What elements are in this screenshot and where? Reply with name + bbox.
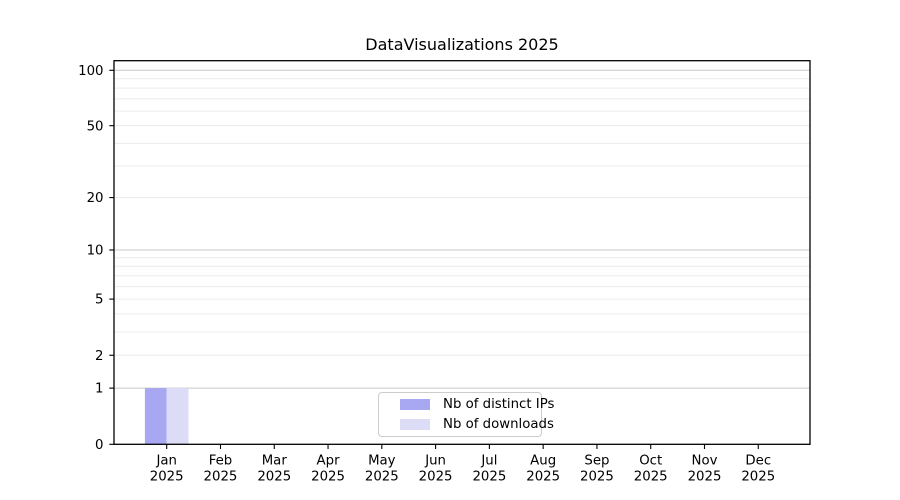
- x-tick-label-month: Apr: [317, 454, 341, 469]
- y-tick-label: 1: [95, 382, 103, 397]
- x-tick-label-month: Feb: [209, 454, 233, 469]
- x-tick-label-year: 2025: [526, 470, 560, 485]
- x-tick-label-year: 2025: [419, 470, 453, 485]
- x-tick-label-year: 2025: [257, 470, 291, 485]
- y-tick-label: 100: [78, 64, 103, 79]
- y-tick-label: 5: [95, 293, 103, 308]
- x-tick-label-year: 2025: [580, 470, 614, 485]
- legend-item-downloads: Nb of downloads: [400, 415, 554, 435]
- x-tick-label-year: 2025: [634, 470, 668, 485]
- y-tick-label: 2: [95, 349, 103, 364]
- x-tick-label-month: Dec: [745, 454, 771, 469]
- x-tick-label-year: 2025: [204, 470, 238, 485]
- legend-label-distinct-ips: Nb of distinct IPs: [443, 397, 555, 413]
- x-tick-label-year: 2025: [741, 470, 775, 485]
- x-tick-label-year: 2025: [150, 470, 184, 485]
- x-tick-label-month: May: [368, 454, 396, 469]
- legend-item-distinct-ips: Nb of distinct IPs: [400, 395, 554, 415]
- axes-frame: [113, 60, 811, 445]
- legend-swatch-downloads: [400, 418, 430, 430]
- x-tick-label-year: 2025: [472, 470, 506, 485]
- x-tick-label-month: Jul: [480, 454, 497, 469]
- bar-nb-of-downloads: [166, 388, 189, 445]
- x-tick-label-month: Aug: [530, 454, 556, 469]
- x-tick-label-month: Mar: [262, 454, 288, 469]
- x-tick-label-month: Jan: [155, 454, 177, 469]
- bar-nb-of-distinct-ips: [144, 388, 167, 445]
- legend: Nb of distinct IPs Nb of downloads: [378, 392, 554, 437]
- x-tick-label-year: 2025: [365, 470, 399, 485]
- x-tick-label-year: 2025: [311, 470, 345, 485]
- y-tick-label: 20: [87, 191, 104, 206]
- y-tick-label: 50: [87, 119, 104, 134]
- x-tick-label-month: Jun: [424, 454, 446, 469]
- chart-title: DataVisualizations 2025: [365, 35, 559, 54]
- x-tick-label-month: Nov: [692, 454, 718, 469]
- x-tick-label-month: Oct: [639, 454, 662, 469]
- y-tick-label: 0: [95, 438, 103, 453]
- x-tick-label-year: 2025: [688, 470, 722, 485]
- legend-swatch-distinct-ips: [400, 399, 430, 411]
- x-tick-label-month: Sep: [584, 454, 609, 469]
- y-tick-label: 10: [87, 244, 104, 259]
- legend-label-downloads: Nb of downloads: [443, 416, 554, 432]
